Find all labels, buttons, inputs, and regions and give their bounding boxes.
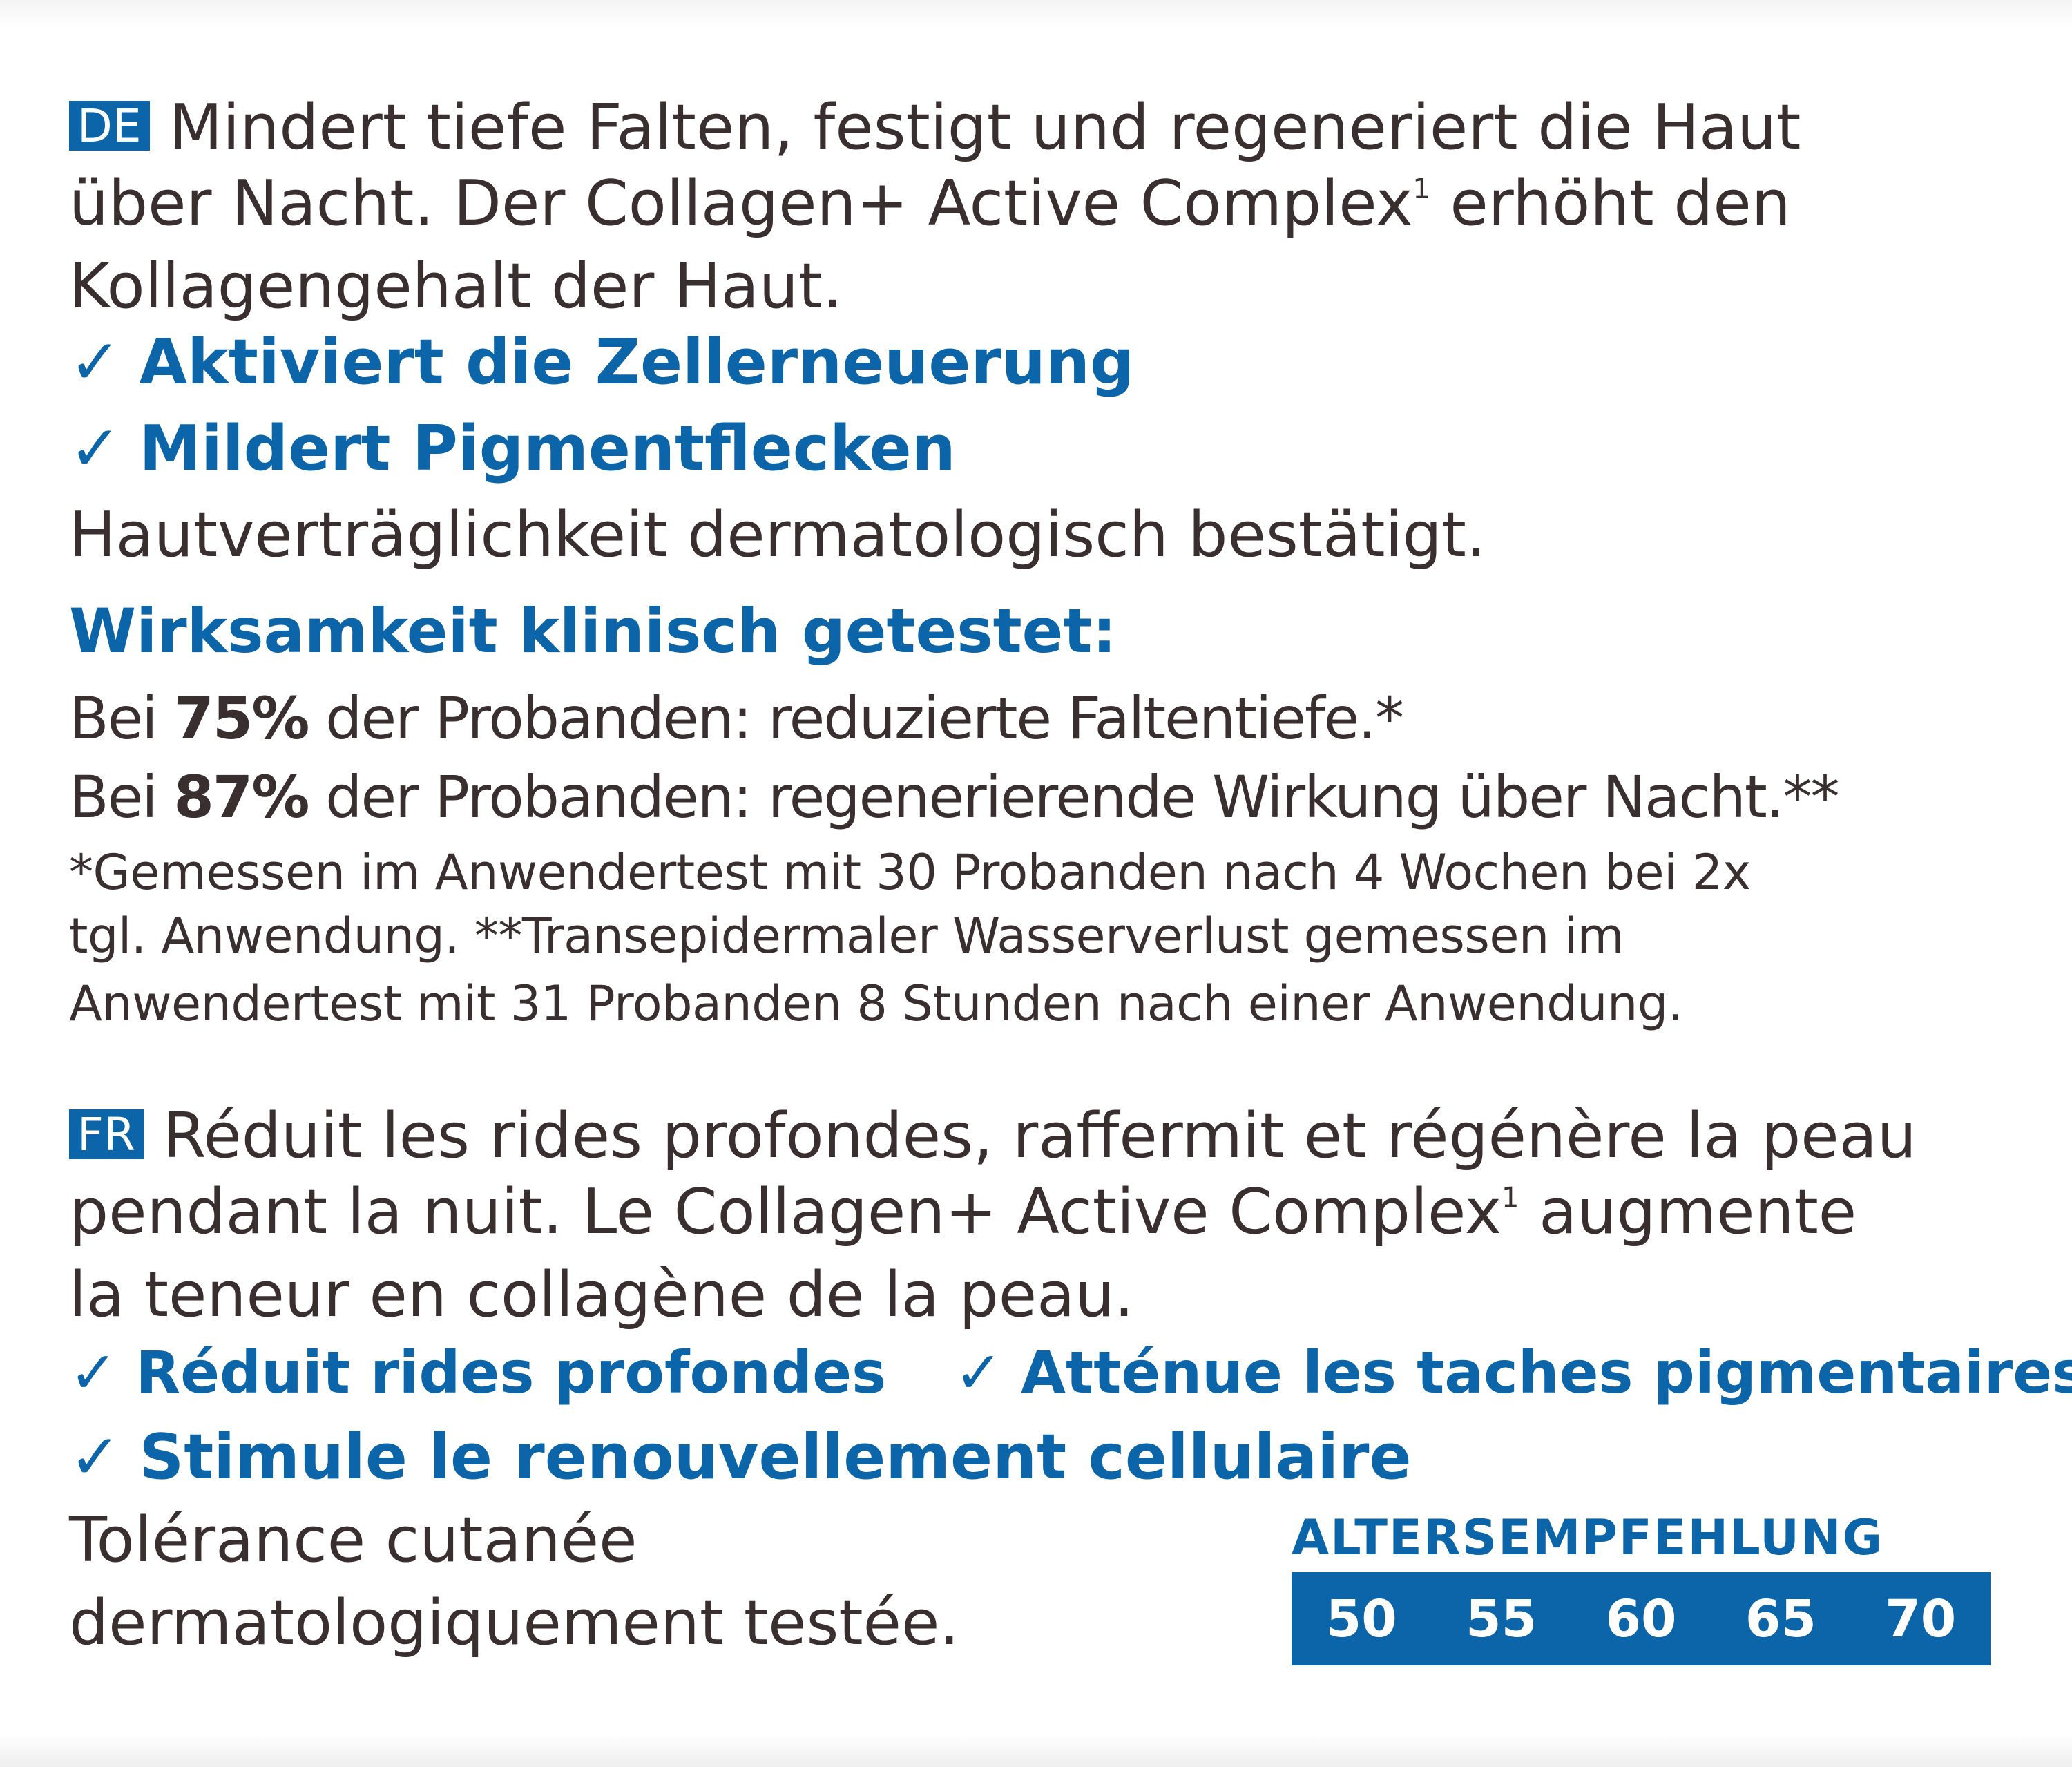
fr-benefits-row-2: ✓ Stimule le renouvellement cellulaire [69, 1421, 1412, 1493]
age-50: 50 [1325, 1589, 1397, 1649]
age-55: 55 [1466, 1589, 1537, 1649]
age-60: 60 [1605, 1589, 1677, 1649]
de-tolerance: Hautverträglichkeit dermatologisch bestä… [69, 499, 1486, 571]
fr-tolerance-line-2: dermatologiquement testée. [69, 1587, 960, 1659]
fr-intro-line-3: la teneur en collagène de la peau. [69, 1259, 1134, 1331]
fr-tolerance-line-1: Tolérance cutanée [69, 1504, 637, 1576]
de-benefit-1: ✓ Aktiviert die Zellerneuerung [69, 326, 1135, 399]
age-recommendation-bar: 50 55 60 65 70 [1292, 1572, 1991, 1665]
de-intro-line-2: über Nacht. Der Collagen+ Active Complex… [69, 167, 1791, 240]
age-65: 65 [1745, 1589, 1816, 1649]
age-70: 70 [1885, 1589, 1957, 1649]
age-recommendation-title: ALTERSEMPFEHLUNG [1292, 1509, 1884, 1566]
de-footnote-line-1: *Gemessen im Anwendertest mit 30 Proband… [69, 844, 1751, 901]
fr-intro-line-2: pendant la nuit. Le Collagen+ Active Com… [69, 1176, 1857, 1248]
de-stat-75: Bei 75% der Probanden: reduzierte Falten… [69, 685, 1404, 752]
de-footnote-line-2: tgl. Anwendung. **Transepidermaler Wasse… [69, 908, 1624, 964]
check-icon: ✓ [69, 412, 122, 485]
de-efficacy-heading: Wirksamkeit klinisch getestet: [69, 595, 1117, 667]
check-icon: ✓ [69, 326, 122, 399]
de-benefit-2: ✓ Mildert Pigmentflecken [69, 412, 956, 485]
de-footnote-line-3: Anwendertest mit 31 Probanden 8 Stunden … [69, 975, 1683, 1032]
check-icon: ✓ [69, 1421, 122, 1493]
de-intro-line-1: DE Mindert tiefe Falten, festigt und rege… [69, 97, 1801, 159]
de-intro-line-3: Kollagengehalt der Haut. [69, 250, 843, 323]
fr-language-badge: FR [69, 1109, 144, 1159]
fr-intro-line-1: FR Réduit les rides profondes, raffermit … [69, 1105, 1917, 1167]
check-icon: ✓ [69, 1339, 118, 1406]
de-stat-87: Bei 87% der Probanden: regenerierende Wi… [69, 763, 1840, 831]
fr-benefits-row-1: ✓ Réduit rides profondes ✓ Atténue les tac… [69, 1339, 2072, 1406]
check-icon: ✓ [954, 1339, 1004, 1406]
de-language-badge: DE [69, 101, 150, 151]
